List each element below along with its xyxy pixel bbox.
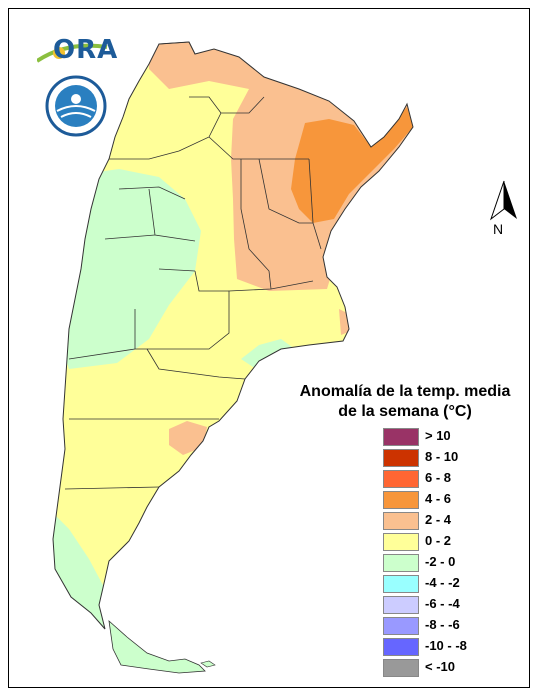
legend-swatch <box>383 470 419 488</box>
islands-icon <box>200 660 216 668</box>
legend-label: 0 - 2 <box>425 533 452 548</box>
north-label: N <box>493 221 504 237</box>
legend-swatch <box>383 575 419 593</box>
legend-swatch <box>383 638 419 656</box>
argentina-anomaly-map <box>52 41 414 674</box>
legend-swatch <box>383 491 419 509</box>
ora-logo-text: ORA <box>53 35 119 65</box>
anomaly-zone-2-4-mdp <box>339 309 351 335</box>
legend-label: -8 - -6 <box>425 617 460 632</box>
map-frame: ORA N Anomalía de la temp. media de la s… <box>8 8 530 688</box>
legend-label: > 10 <box>425 428 451 443</box>
legend-label: < -10 <box>425 659 455 674</box>
servicio-meteorologico-seal-icon <box>45 75 107 137</box>
ora-logo-swoosh-icon <box>37 43 108 63</box>
legend-title-line2: de la semana (°C) <box>338 403 472 420</box>
legend-label: -6 - -4 <box>425 596 460 611</box>
legend-title-line1: Anomalía de la temp. media <box>299 383 511 400</box>
legend-label: -10 - -8 <box>425 638 467 653</box>
legend-label: 4 - 6 <box>425 491 452 506</box>
legend-swatch <box>383 659 419 677</box>
tierra-del-fuego <box>108 619 206 674</box>
anomaly-zone-2-4-coast <box>169 421 207 455</box>
legend-label: -2 - 0 <box>425 554 456 569</box>
legend-swatch <box>383 512 419 530</box>
legend-swatch <box>383 554 419 572</box>
legend-title: Anomalía de la temp. media de la semana … <box>291 382 519 422</box>
legend-swatch <box>383 449 419 467</box>
legend-label: 8 - 10 <box>425 449 459 464</box>
argentina-border <box>52 41 414 630</box>
north-arrow-icon <box>489 180 517 221</box>
anomaly-zone-minus2-0-buenos-aires <box>241 339 295 367</box>
legend-label: 6 - 8 <box>425 470 452 485</box>
legend-swatch <box>383 596 419 614</box>
legend-swatch <box>383 428 419 446</box>
legend-label: -4 - -2 <box>425 575 460 590</box>
legend-swatch <box>383 617 419 635</box>
legend-swatch <box>383 533 419 551</box>
legend-label: 2 - 4 <box>425 512 452 527</box>
